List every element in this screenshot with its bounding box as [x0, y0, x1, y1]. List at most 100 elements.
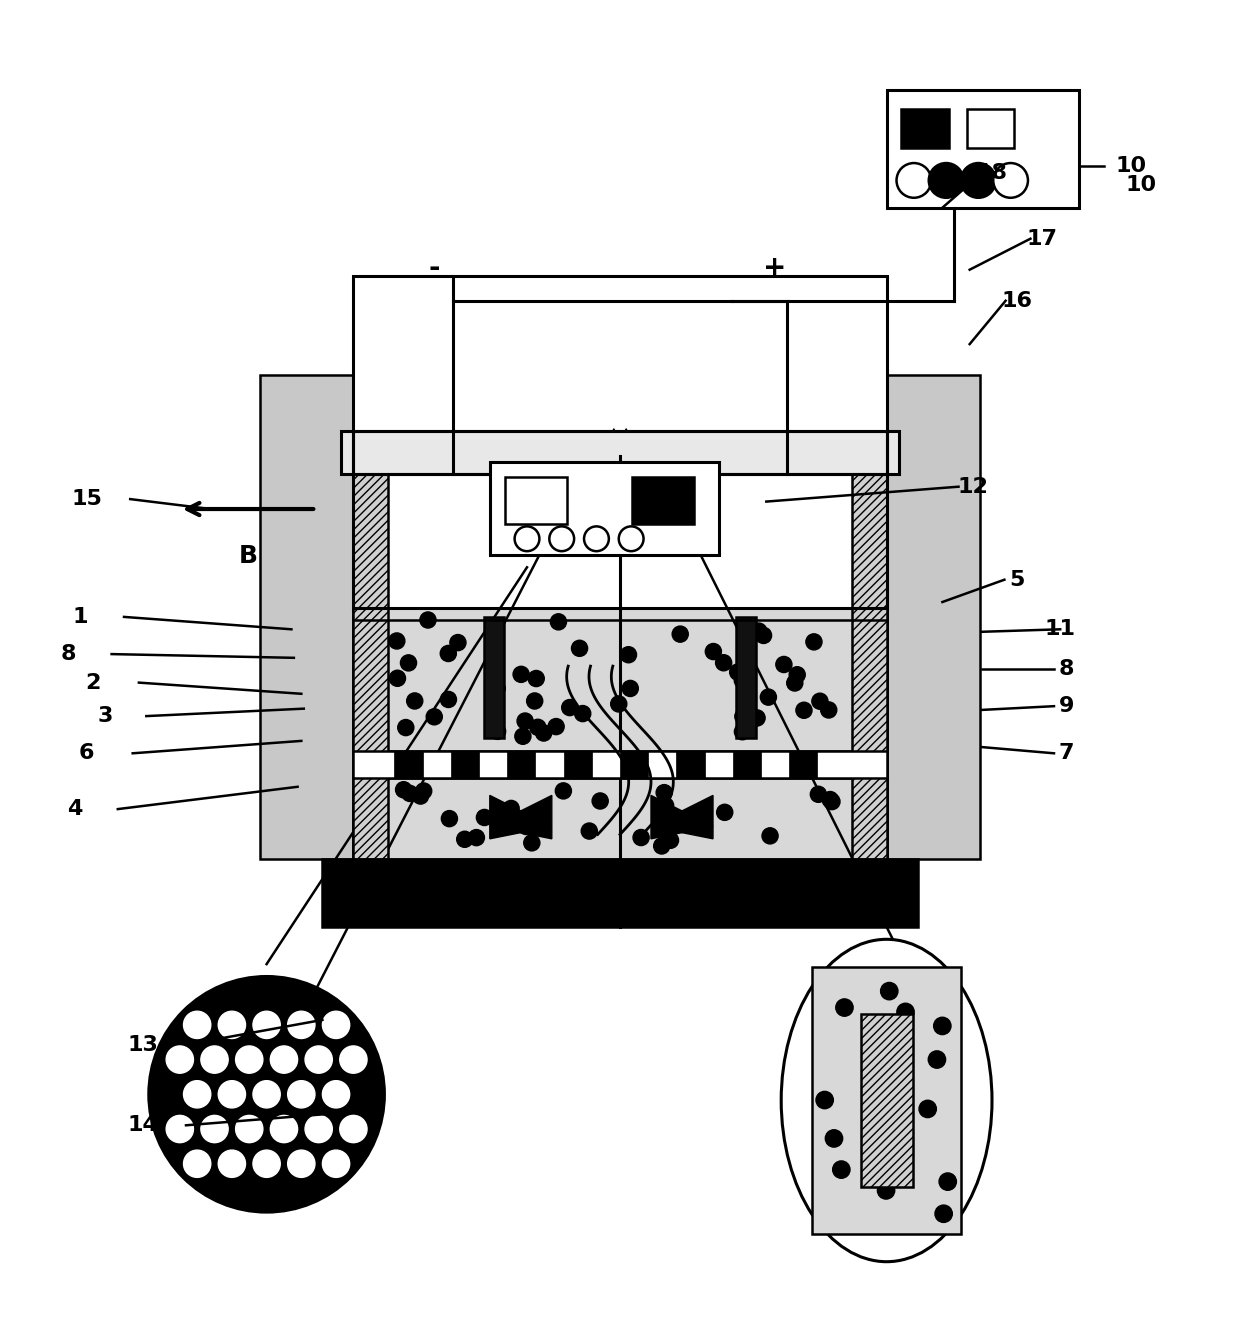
Circle shape — [166, 1046, 193, 1073]
Circle shape — [450, 635, 466, 651]
Bar — [887, 89, 1079, 208]
Bar — [260, 375, 353, 858]
Circle shape — [218, 1150, 246, 1177]
Circle shape — [527, 809, 543, 825]
Circle shape — [517, 713, 533, 729]
Circle shape — [749, 710, 765, 726]
Circle shape — [734, 672, 750, 688]
Circle shape — [572, 640, 588, 656]
Circle shape — [389, 670, 405, 686]
Circle shape — [897, 1004, 914, 1021]
Bar — [790, 750, 817, 778]
Circle shape — [523, 834, 539, 850]
Circle shape — [322, 1150, 350, 1177]
Text: 12: 12 — [959, 477, 988, 497]
Circle shape — [662, 832, 678, 848]
Text: 18: 18 — [977, 163, 1007, 183]
Circle shape — [536, 725, 552, 741]
Circle shape — [503, 800, 520, 817]
Bar — [563, 750, 591, 778]
Circle shape — [270, 1116, 298, 1142]
Circle shape — [610, 696, 626, 712]
Text: 1: 1 — [73, 607, 88, 627]
Circle shape — [919, 1100, 936, 1117]
Bar — [353, 475, 887, 608]
Circle shape — [184, 1012, 211, 1038]
Circle shape — [584, 527, 609, 551]
Circle shape — [935, 1205, 952, 1222]
Circle shape — [776, 656, 792, 673]
Bar — [737, 617, 756, 738]
Circle shape — [822, 792, 838, 808]
Circle shape — [236, 1046, 263, 1073]
Bar — [632, 477, 694, 524]
Bar — [733, 750, 761, 778]
Bar — [484, 617, 503, 738]
Circle shape — [574, 705, 590, 721]
Circle shape — [288, 1012, 315, 1038]
Bar — [353, 608, 887, 750]
Circle shape — [734, 724, 750, 740]
Circle shape — [401, 655, 417, 670]
Circle shape — [322, 1081, 350, 1108]
Bar — [812, 966, 961, 1234]
Circle shape — [672, 627, 688, 643]
Circle shape — [796, 702, 812, 718]
Circle shape — [750, 623, 766, 639]
Text: 17: 17 — [1025, 229, 1056, 249]
Circle shape — [527, 693, 543, 709]
Text: 15: 15 — [72, 489, 102, 509]
Circle shape — [816, 1092, 833, 1109]
Circle shape — [735, 708, 751, 725]
Circle shape — [823, 793, 839, 809]
Circle shape — [929, 1050, 946, 1068]
Bar — [353, 750, 887, 778]
Circle shape — [413, 788, 429, 804]
Bar — [353, 431, 887, 608]
Text: 9: 9 — [1059, 696, 1074, 716]
Bar — [507, 750, 536, 778]
Circle shape — [551, 613, 567, 631]
Circle shape — [696, 814, 712, 830]
Circle shape — [939, 1173, 956, 1190]
Circle shape — [961, 163, 996, 197]
Circle shape — [398, 720, 414, 736]
Text: 4: 4 — [67, 798, 82, 818]
Circle shape — [420, 612, 436, 628]
Circle shape — [396, 781, 412, 797]
Circle shape — [836, 998, 853, 1016]
Circle shape — [634, 829, 650, 845]
Circle shape — [622, 680, 639, 697]
Circle shape — [270, 1046, 298, 1073]
Text: +: + — [764, 255, 786, 283]
Circle shape — [469, 829, 485, 845]
Circle shape — [201, 1116, 228, 1142]
Text: 11: 11 — [1044, 620, 1076, 640]
Circle shape — [236, 1116, 263, 1142]
Text: 10: 10 — [1116, 156, 1147, 176]
Circle shape — [253, 1012, 280, 1038]
Circle shape — [184, 1150, 211, 1177]
Bar — [861, 1013, 913, 1188]
Bar — [322, 858, 918, 926]
Circle shape — [548, 718, 564, 734]
Circle shape — [402, 785, 418, 801]
Circle shape — [620, 647, 636, 663]
Circle shape — [653, 838, 670, 854]
Circle shape — [340, 1116, 367, 1142]
Circle shape — [515, 728, 531, 744]
Bar — [341, 431, 899, 475]
Circle shape — [832, 1161, 849, 1178]
Bar — [353, 276, 887, 475]
Circle shape — [760, 689, 776, 705]
Circle shape — [184, 1081, 211, 1108]
Circle shape — [427, 709, 443, 725]
Circle shape — [528, 670, 544, 686]
Text: 8: 8 — [61, 644, 76, 664]
Text: -: - — [428, 255, 440, 283]
Circle shape — [529, 720, 546, 736]
Circle shape — [657, 797, 673, 813]
Circle shape — [415, 782, 432, 798]
Circle shape — [288, 1150, 315, 1177]
Bar — [505, 477, 567, 524]
